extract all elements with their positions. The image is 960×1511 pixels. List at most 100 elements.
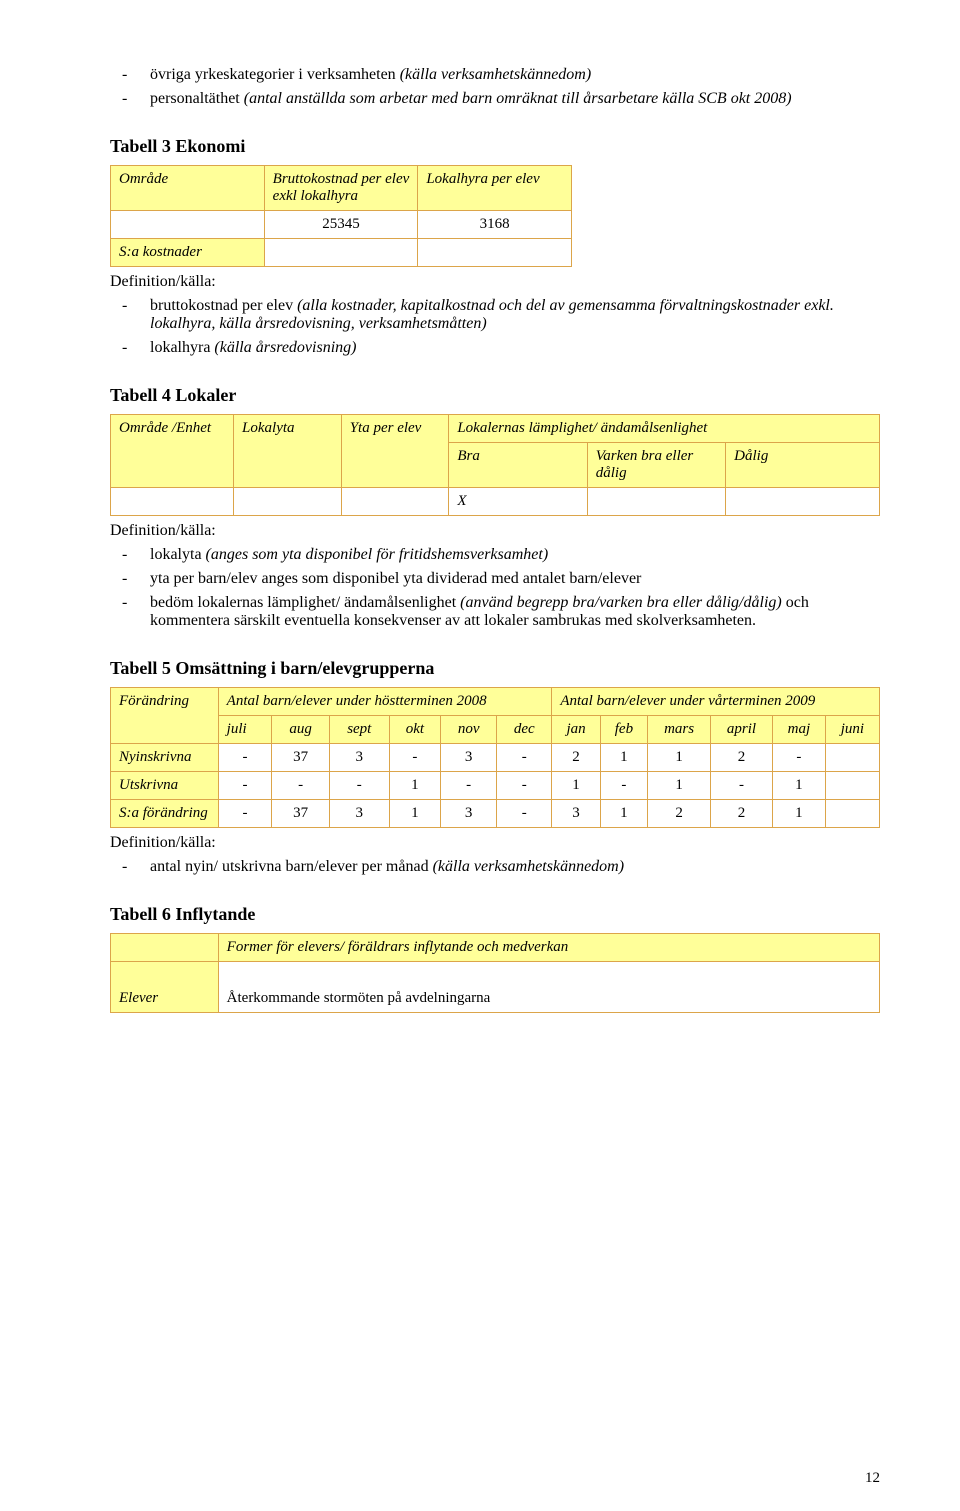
text-italic: (antal anställda som arbetar med barn om…: [244, 90, 792, 107]
cell: 3168: [418, 211, 572, 239]
th: april: [711, 716, 773, 744]
cell: [726, 488, 880, 516]
th: Bra: [449, 443, 587, 488]
text: personaltäthet: [150, 90, 244, 107]
tabell-5-def-list: antal nyin/ utskrivna barn/elever per må…: [110, 858, 880, 876]
th: aug: [272, 716, 329, 744]
cell: 1: [600, 744, 647, 772]
list-item: lokalhyra (källa årsredovisning): [150, 339, 880, 357]
text: lokalyta: [150, 546, 206, 563]
cell: 1: [772, 772, 825, 800]
row-label: Utskrivna: [111, 772, 219, 800]
cell: 1: [648, 772, 711, 800]
cell: -: [272, 772, 329, 800]
th: maj: [772, 716, 825, 744]
cell: 3: [441, 744, 497, 772]
th: Lokalernas lämplighet/ ändamålsenlighet: [449, 415, 880, 443]
text: yta per barn/elev anges som disponibel y…: [150, 570, 641, 587]
list-item: övriga yrkeskategorier i verksamheten (k…: [150, 66, 880, 84]
table-row: S:a förändring - 37 3 1 3 - 3 1 2 2 1: [111, 800, 880, 828]
cell: -: [497, 744, 552, 772]
cell: [418, 239, 572, 267]
tabell-6: Former för elevers/ föräldrars inflytand…: [110, 933, 880, 1013]
th: Dålig: [726, 443, 880, 488]
cell: S:a kostnader: [111, 239, 265, 267]
definition-label: Definition/källa:: [110, 834, 880, 852]
list-item: bruttokostnad per elev (alla kostnader, …: [150, 297, 880, 333]
th: Yta per elev: [341, 415, 449, 488]
tabell-5: Förändring Antal barn/elever under höstt…: [110, 687, 880, 828]
cell: 1: [552, 772, 600, 800]
th: Lokalyta: [234, 415, 342, 488]
th: Antal barn/elever under höstterminen 200…: [218, 688, 552, 716]
tabell-4-def-list: lokalyta (anges som yta disponibel för f…: [110, 546, 880, 630]
list-item: antal nyin/ utskrivna barn/elever per må…: [150, 858, 880, 876]
text: bruttokostnad per elev: [150, 297, 297, 314]
tabell-3-def-list: bruttokostnad per elev (alla kostnader, …: [110, 297, 880, 357]
row-label: S:a förändring: [111, 800, 219, 828]
cell: [825, 800, 879, 828]
cell: 2: [711, 800, 773, 828]
th-omrade: Område: [111, 166, 265, 211]
th: jan: [552, 716, 600, 744]
cell: -: [218, 744, 272, 772]
list-item: lokalyta (anges som yta disponibel för f…: [150, 546, 880, 564]
cell: 37: [272, 744, 329, 772]
cell: [341, 488, 449, 516]
cell: [825, 744, 879, 772]
tabell-5-title: Tabell 5 Omsättning i barn/elevgrupperna: [110, 658, 880, 679]
list-item: yta per barn/elev anges som disponibel y…: [150, 570, 880, 588]
tabell-4-title: Tabell 4 Lokaler: [110, 385, 880, 406]
cell: [111, 488, 234, 516]
cell: 1: [600, 800, 647, 828]
definition-label: Definition/källa:: [110, 522, 880, 540]
row-label: Nyinskrivna: [111, 744, 219, 772]
text: övriga yrkeskategorier i verksamheten: [150, 66, 400, 83]
cell: [825, 772, 879, 800]
cell: 25345: [264, 211, 418, 239]
cell: 3: [329, 800, 389, 828]
tabell-6-title: Tabell 6 Inflytande: [110, 904, 880, 925]
th: dec: [497, 716, 552, 744]
page-number: 12: [865, 1470, 880, 1487]
cell: -: [772, 744, 825, 772]
table-row: Utskrivna - - - 1 - - 1 - 1 - 1: [111, 772, 880, 800]
tabell-4: Område /Enhet Lokalyta Yta per elev Loka…: [110, 414, 880, 516]
definition-label: Definition/källa:: [110, 273, 880, 291]
cell: -: [497, 800, 552, 828]
cell: [111, 211, 265, 239]
intro-list: övriga yrkeskategorier i verksamheten (k…: [110, 66, 880, 108]
list-item: personaltäthet (antal anställda som arbe…: [150, 90, 880, 108]
cell: 37: [272, 800, 329, 828]
cell: -: [389, 744, 440, 772]
cell: 2: [711, 744, 773, 772]
cell: -: [218, 772, 272, 800]
text: antal nyin/ utskrivna barn/elever per må…: [150, 858, 433, 875]
text: bedöm lokalernas lämplighet/ ändamålsenl…: [150, 594, 460, 611]
row-label: Elever: [111, 962, 219, 1013]
cell: 3: [552, 800, 600, 828]
th: Varken bra eller dålig: [587, 443, 725, 488]
th: Förändring: [111, 688, 219, 744]
th: okt: [389, 716, 440, 744]
cell: -: [711, 772, 773, 800]
th: Former för elevers/ föräldrars inflytand…: [218, 934, 879, 962]
th-empty: [111, 934, 219, 962]
th: Område /Enhet: [111, 415, 234, 488]
tabell-3-title: Tabell 3 Ekonomi: [110, 136, 880, 157]
cell: 3: [329, 744, 389, 772]
list-item: bedöm lokalernas lämplighet/ ändamålsenl…: [150, 594, 880, 630]
cell: -: [497, 772, 552, 800]
cell: 3: [441, 800, 497, 828]
cell: 1: [389, 800, 440, 828]
th: nov: [441, 716, 497, 744]
th-brutto: Bruttokostnad per elev exkl lokalhyra: [264, 166, 418, 211]
cell: [234, 488, 342, 516]
cell: 1: [389, 772, 440, 800]
text-italic: (källa årsredovisning): [214, 339, 356, 356]
cell: 1: [772, 800, 825, 828]
text: lokalhyra: [150, 339, 214, 356]
cell: Återkommande stormöten på avdelningarna: [218, 962, 879, 1013]
cell: -: [218, 800, 272, 828]
cell: -: [441, 772, 497, 800]
